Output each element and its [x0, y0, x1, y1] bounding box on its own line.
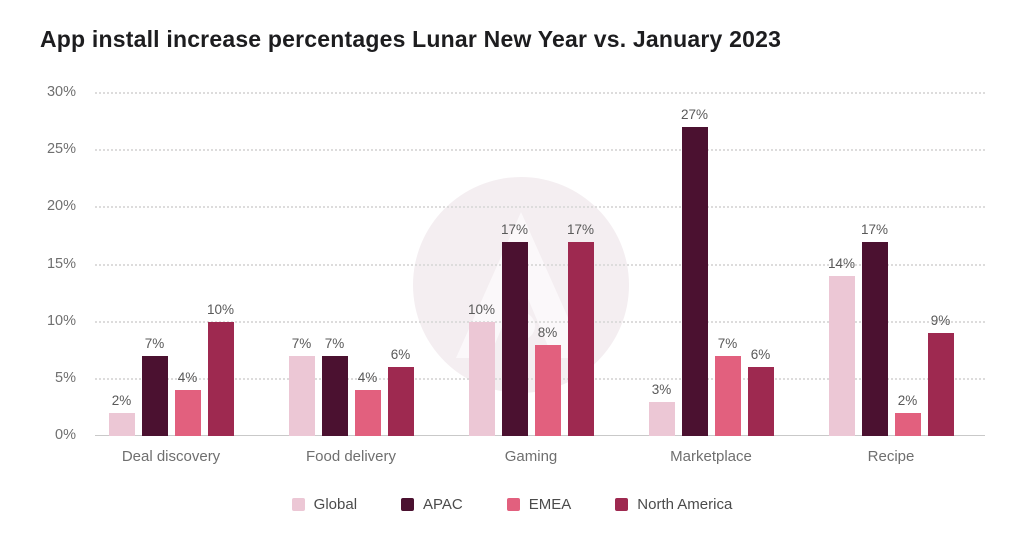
bar-value-label: 2% [897, 393, 918, 409]
x-axis-label-food-delivery: Food delivery [305, 448, 397, 465]
legend-label: APAC [423, 496, 463, 513]
legend-swatch-icon [401, 498, 415, 511]
x-axis-label-marketplace: Marketplace [670, 448, 752, 465]
bar-emea-gaming [534, 344, 561, 436]
bar-value-label: 7% [324, 335, 345, 351]
gridline-25 [95, 149, 985, 152]
bar-north-america-recipe [927, 333, 954, 436]
bar-apac-gaming [501, 241, 528, 436]
bar-value-label: 10% [467, 301, 496, 317]
chart-title: App install increase percentages Lunar N… [40, 26, 782, 52]
bar-value-label: 27% [680, 107, 709, 123]
bar-value-label: 14% [827, 255, 856, 271]
bar-emea-marketplace [714, 355, 741, 436]
y-axis-tick-20: 20% [46, 198, 76, 215]
x-axis-label-gaming: Gaming [504, 448, 558, 465]
bar-emea-recipe [894, 413, 921, 436]
legend-item-north-america: North America [615, 496, 732, 513]
y-axis-tick-15: 15% [46, 255, 76, 272]
bar-emea-food-delivery [354, 390, 381, 436]
legend-swatch-icon [291, 498, 305, 511]
legend-label: Global [313, 496, 358, 513]
bar-apac-recipe [861, 241, 888, 436]
bar-apac-deal-discovery [141, 355, 168, 436]
y-axis-tick-30: 30% [46, 84, 76, 100]
bar-value-label: 7% [717, 335, 738, 351]
y-axis-tick-25: 25% [46, 141, 76, 158]
bar-north-america-food-delivery [387, 367, 414, 436]
legend-swatch-icon [615, 498, 629, 511]
legend-item-apac: APAC [401, 496, 463, 513]
bar-north-america-deal-discovery [207, 321, 234, 436]
bar-value-label: 9% [930, 313, 951, 329]
y-axis-tick-0: 0% [55, 427, 76, 443]
gridline-20 [95, 206, 985, 209]
bar-apac-food-delivery [321, 355, 348, 436]
y-axis-tick-10: 10% [46, 312, 76, 329]
x-axis-label-recipe: Recipe [867, 448, 915, 465]
bar-value-label: 17% [500, 221, 529, 237]
legend-item-emea: EMEA [506, 496, 572, 513]
legend-label: EMEA [528, 496, 572, 513]
bar-value-label: 4% [177, 370, 198, 386]
bar-emea-deal-discovery [174, 390, 201, 436]
legend-label: North America [637, 496, 733, 513]
gridline-15 [95, 263, 985, 266]
bar-value-label: 6% [390, 347, 411, 363]
bar-north-america-marketplace [747, 367, 774, 436]
bar-global-deal-discovery [108, 413, 135, 436]
bar-value-label: 3% [651, 381, 672, 397]
legend-swatch-icon [506, 498, 520, 511]
legend-item-global: Global [291, 496, 358, 513]
bar-value-label: 8% [537, 324, 558, 340]
bar-value-label: 10% [206, 301, 235, 317]
bar-value-label: 17% [566, 221, 595, 237]
bar-value-label: 2% [111, 393, 132, 409]
bar-global-marketplace [648, 401, 675, 436]
bar-global-food-delivery [288, 355, 315, 436]
bar-value-label: 4% [357, 370, 378, 386]
bar-value-label: 6% [750, 347, 771, 363]
bar-value-label: 7% [144, 335, 165, 351]
y-axis-tick-5: 5% [55, 369, 76, 386]
bar-global-gaming [468, 321, 495, 436]
x-axis-label-deal-discovery: Deal discovery [121, 448, 221, 465]
bar-apac-marketplace [681, 127, 708, 436]
legend: Global APAC EMEA North America [0, 496, 1024, 513]
gridline-30 [95, 92, 985, 94]
bar-north-america-gaming [567, 241, 594, 436]
bar-global-recipe [828, 275, 855, 436]
gridline-10 [95, 320, 985, 323]
bar-value-label: 7% [291, 335, 312, 351]
bar-value-label: 17% [860, 221, 889, 237]
